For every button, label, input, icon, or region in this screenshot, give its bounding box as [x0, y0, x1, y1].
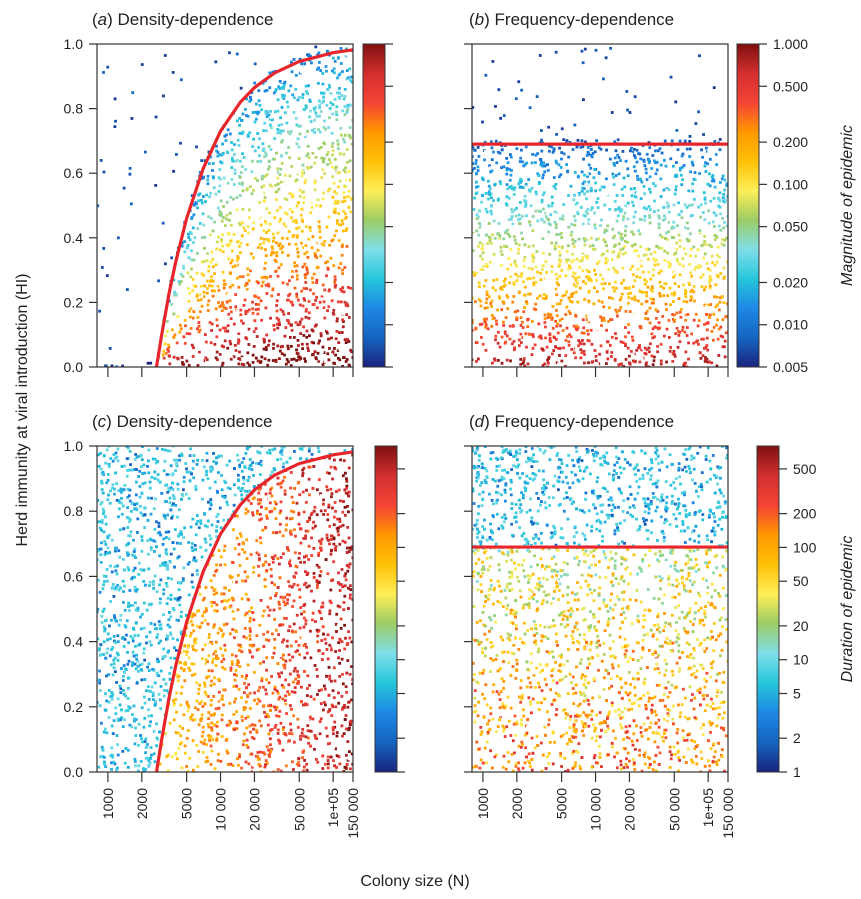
panel-c-title: (c) Density-dependence: [92, 412, 273, 431]
colorbar-tick-label: 5: [793, 686, 801, 702]
y-tick-label: 0.6: [64, 165, 84, 181]
colorbar-title: Magnitude of epidemic: [839, 125, 856, 286]
panel-letter: d: [475, 412, 485, 431]
x-tick-label: 20 000: [246, 788, 262, 831]
x-tick-label: 5000: [179, 788, 195, 819]
x-tick-label: 2000: [509, 788, 525, 819]
panel-letter: c: [98, 412, 107, 431]
y-tick-label: 0.0: [64, 359, 84, 375]
x-tick-label: 10 000: [588, 788, 604, 831]
colorbar-tick-label: 0.020: [773, 274, 808, 290]
colorbar-tick-label: 500: [793, 461, 817, 477]
colorbar-tick-label: 0.200: [773, 134, 808, 150]
x-tick-label: 50 000: [666, 788, 682, 831]
plot-frame: [96, 43, 354, 368]
colorbar: [362, 43, 386, 368]
x-axis-title: Colony size (N): [360, 873, 469, 890]
colorbar-tick-label: 100: [793, 539, 817, 555]
y-axis-title: Herd immunity at viral introduction (HI): [14, 274, 31, 547]
colorbar-title: Duration of epidemic: [839, 536, 856, 683]
panel-d-frequency-duration: (d) Frequency-dependence 1000 2000 5000 10 0…: [464, 412, 856, 839]
panel-a-density-magnitude: (a) Density-dependence 0.0 0.2 0.4 0.6 0.8 1.0: [64, 10, 393, 377]
panel-title-text: Frequency-dependence: [495, 412, 675, 431]
x-tick-label: 1000: [475, 788, 491, 819]
x-tick-label: 150 000: [345, 788, 361, 839]
colorbar-tick-label: 50: [793, 573, 809, 589]
x-tick-label: 50 000: [291, 788, 307, 831]
scatter-points: [472, 44, 728, 367]
y-tick-label: 1.0: [64, 36, 84, 52]
x-tick-label: 1e+05: [325, 788, 341, 828]
y-tick-label: 0.8: [64, 503, 84, 519]
y-tick-label: 0.4: [64, 634, 84, 650]
colorbar-tick-label: 0.500: [773, 78, 808, 94]
y-tick-label: 0.8: [64, 101, 84, 117]
y-tick-label: 0.2: [64, 294, 84, 310]
scatter-points: [97, 446, 353, 772]
panel-letter: b: [475, 10, 484, 29]
y-tick-label: 0.6: [64, 568, 84, 584]
threshold-curve: [154, 48, 353, 367]
colorbar-tick-label: 2: [793, 730, 801, 746]
y-tick-label: 1.0: [64, 438, 84, 454]
y-tick-label: 0.2: [64, 699, 84, 715]
panel-letter: a: [98, 10, 107, 29]
panel-a-title: (a) Density-dependence: [92, 10, 273, 29]
scatter-points: [97, 44, 353, 367]
x-tick-label: 2000: [134, 788, 150, 819]
colorbar-tick-label: 0.005: [773, 359, 808, 375]
x-tick-label: 10 000: [213, 788, 229, 831]
x-tick-label: 150 000: [720, 788, 736, 839]
plot-background: [97, 44, 353, 367]
colorbar-tick-label: 0.010: [773, 317, 808, 333]
threshold-curve: [154, 450, 353, 772]
panel-b-frequency-magnitude: (b) Frequency-dependence 0.005 0.010 0.020 0…: [464, 10, 856, 377]
colorbar-tick-label: 10: [793, 652, 809, 668]
colorbar-tick-label: 0.100: [773, 176, 808, 192]
colorbar: [756, 445, 780, 773]
plot-frame: [471, 445, 729, 773]
colorbar-tick-label: 1.000: [773, 36, 808, 52]
panel-title-text: Frequency-dependence: [495, 10, 675, 29]
colorbar-tick-label: 1: [793, 764, 801, 780]
y-tick-label: 0.4: [64, 230, 84, 246]
x-tick-label: 20 000: [621, 788, 637, 831]
panel-b-title: (b) Frequency-dependence: [469, 10, 674, 29]
panel-title-text: Density-dependence: [118, 10, 274, 29]
panel-title-text: Density-dependence: [117, 412, 273, 431]
panel-d-title: (d) Frequency-dependence: [469, 412, 674, 431]
colorbar-tick-label: 200: [793, 506, 817, 522]
plot-frame: [471, 43, 729, 368]
colorbar: [736, 43, 760, 368]
colorbar: [374, 445, 398, 773]
x-tick-label: 1000: [100, 788, 116, 819]
x-tick-label: 5000: [554, 788, 570, 819]
x-tick-label: 1e+05: [700, 788, 716, 828]
scatter-points: [472, 446, 728, 772]
panel-c-density-duration: (c) Density-dependence 0.0 0.2 0.4 0.6 0.8 1.0…: [64, 412, 405, 839]
y-tick-label: 0.0: [64, 764, 84, 780]
plot-frame: [96, 445, 354, 773]
colorbar-tick-label: 0.050: [773, 219, 808, 235]
colorbar-tick-label: 20: [793, 618, 809, 634]
